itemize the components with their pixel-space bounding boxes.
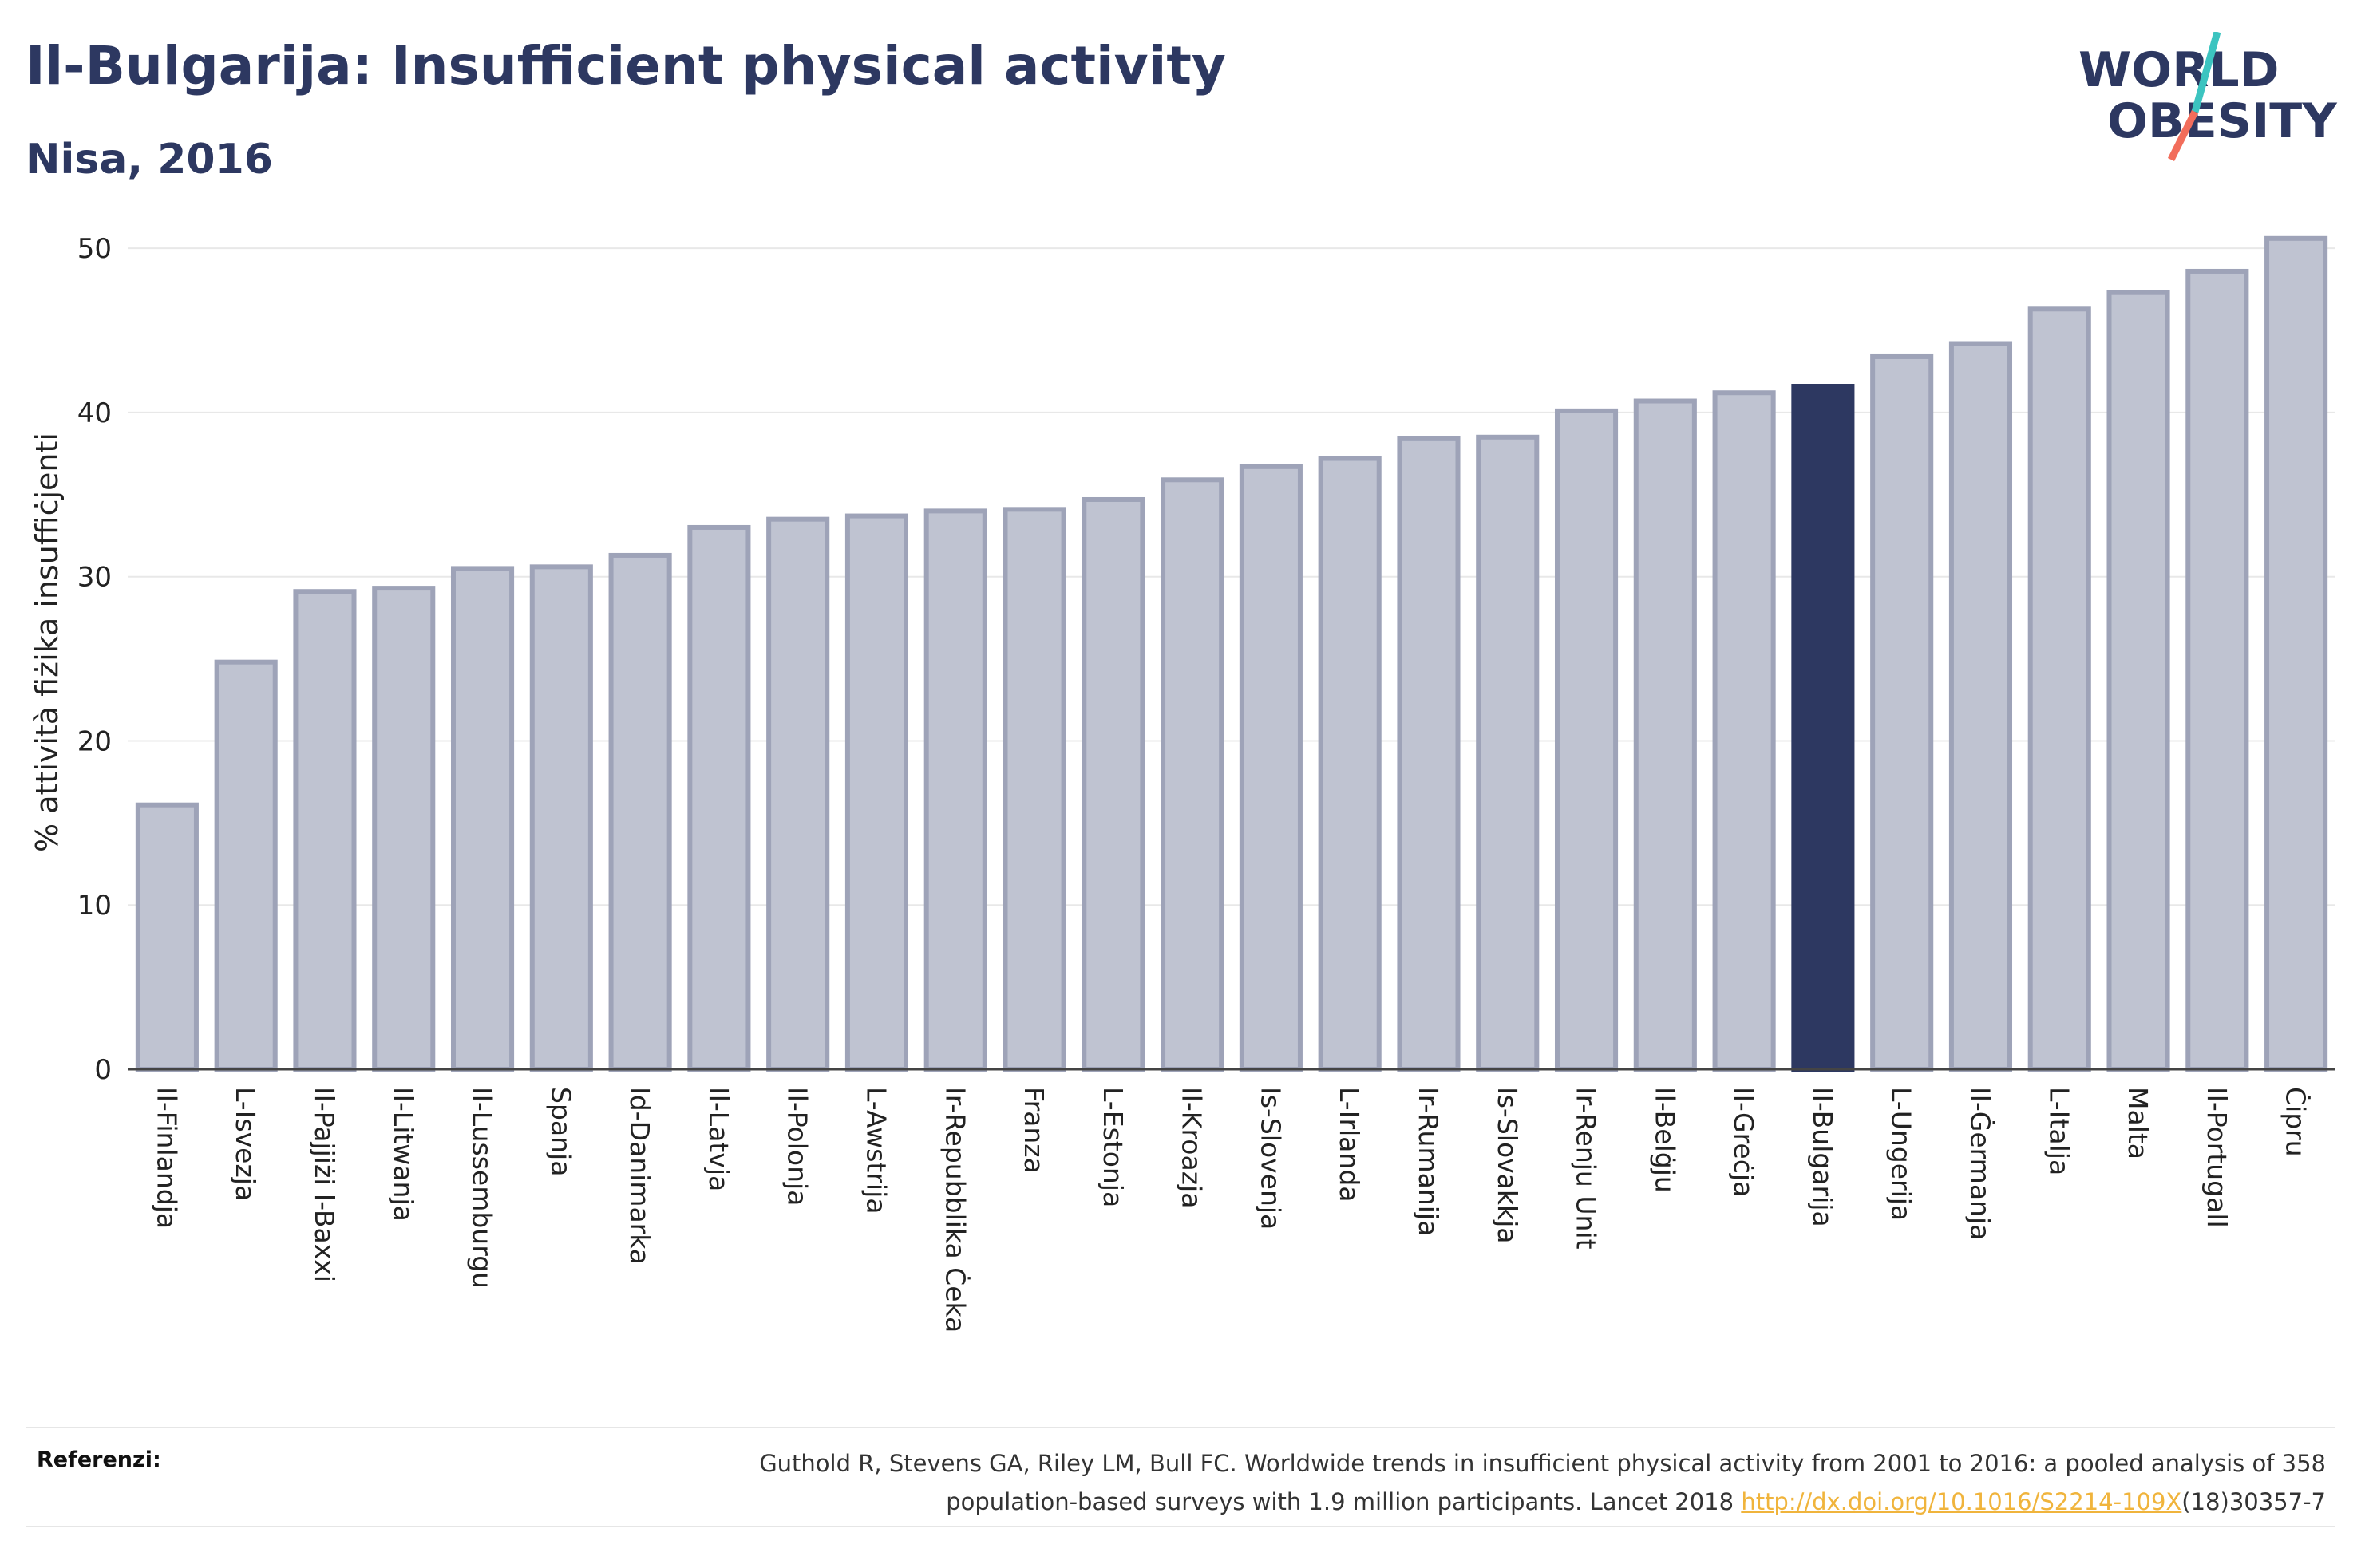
logo-line-1: WORLD <box>2078 42 2279 98</box>
bar <box>1082 496 1145 1072</box>
bar <box>766 516 830 1072</box>
x-tick-label: Il-Pajjiżi l-Baxxi <box>309 1087 340 1282</box>
bar <box>1318 456 1382 1072</box>
x-tick-label: Ċipru <box>2280 1087 2312 1157</box>
x-tick-label: L-Irlanda <box>1334 1087 1365 1203</box>
bar <box>450 566 515 1072</box>
logo-slash-bottom <box>2167 109 2199 162</box>
y-tick-label: 40 <box>77 397 112 429</box>
y-tick-label: 30 <box>77 562 112 594</box>
x-tick-label: Is-Slovakkja <box>1492 1087 1523 1244</box>
x-tick-label: Ir-Rumanija <box>1413 1087 1444 1236</box>
x-tick-label: Ir-Repubblika Ċeka <box>939 1087 971 1333</box>
bar <box>2027 306 2091 1072</box>
x-tick-label: Il-Latvja <box>703 1087 734 1191</box>
x-tick-label: L-Ungerija <box>1886 1087 1917 1221</box>
bar <box>529 564 593 1072</box>
x-tick-label: L-Isvezja <box>230 1087 261 1201</box>
bar <box>293 589 357 1072</box>
reference-line-2-end: (18)30357-7 <box>2181 1488 2326 1515</box>
bar <box>214 659 278 1072</box>
reference-line-2: population-based surveys with 1.9 millio… <box>946 1488 1742 1515</box>
x-tick-label: Il-Polonja <box>782 1087 813 1206</box>
x-tick-label: Is-Slovenja <box>1255 1087 1286 1230</box>
divider-top <box>26 1427 2335 1428</box>
x-tick-label: Il-Finlandja <box>151 1087 182 1229</box>
y-tick-label: 20 <box>77 725 112 757</box>
bar <box>687 524 751 1072</box>
x-tick-label: L-Estonja <box>1097 1087 1129 1207</box>
x-tick-label: Il-Greċja <box>1728 1087 1759 1197</box>
bar <box>372 586 436 1072</box>
y-tick-label: 0 <box>94 1054 112 1086</box>
bar <box>2106 290 2170 1072</box>
bar <box>844 513 909 1072</box>
x-tick-label: Il-Kroazja <box>1177 1087 1208 1208</box>
x-tick-label: Id-Danimarka <box>624 1087 655 1265</box>
reference-line-1: Guthold R, Stevens GA, Riley LM, Bull FC… <box>759 1450 2326 1477</box>
x-tick-label: Il-Litwanja <box>388 1087 419 1222</box>
x-tick-label: L-Italja <box>2043 1087 2074 1175</box>
world-obesity-logo: WORLD OBESITY <box>2078 32 2338 162</box>
references-label: Referenzi: <box>37 1448 161 1472</box>
bar <box>923 508 987 1072</box>
y-tick-label: 10 <box>77 890 112 922</box>
x-tick-label: Malta <box>2122 1087 2153 1159</box>
bar <box>1870 353 1934 1072</box>
x-tick-label: Franza <box>1018 1087 1050 1174</box>
bar <box>1397 436 1461 1072</box>
bar <box>2264 235 2328 1072</box>
page-subtitle: Nisa, 2016 <box>26 136 273 184</box>
bar <box>1948 341 2013 1072</box>
bar <box>1554 408 1619 1072</box>
divider-bottom <box>26 1526 2335 1527</box>
bar <box>1712 390 1776 1072</box>
x-tick-label: Spanja <box>545 1087 576 1176</box>
bar <box>1239 464 1303 1072</box>
bar <box>2185 268 2249 1072</box>
x-tick-label: Il-Ġermanja <box>1964 1087 1996 1240</box>
logo-line-2: OBESITY <box>2107 93 2338 149</box>
x-tick-label: Il-Portugall <box>2201 1087 2232 1228</box>
reference-doi-link[interactable]: http://dx.doi.org/10.1016/S2214-109X <box>1741 1488 2182 1515</box>
bar <box>1633 398 1697 1072</box>
y-axis-label: % attività fiżika insuffiċjenti <box>30 432 65 852</box>
bar <box>1003 507 1066 1072</box>
x-tick-label: Il-Bulgarija <box>1807 1087 1838 1227</box>
bar <box>1161 477 1224 1072</box>
bar-chart: 0 10 20 30 40 50 % attività fiżika insuffiċjen… <box>30 233 2335 1333</box>
y-tick-label: 50 <box>77 233 112 265</box>
bar-highlight <box>1791 384 1855 1072</box>
x-tick-label: Il-Lussemburgu <box>467 1087 498 1289</box>
references-text: Guthold R, Stevens GA, Riley LM, Bull FC… <box>570 1444 2326 1521</box>
bar <box>1476 434 1540 1072</box>
page-title: Il-Bulgarija: Insufficient physical acti… <box>26 35 1226 97</box>
x-tick-label: L-Awstrija <box>860 1087 892 1214</box>
x-tick-label: Il-Belġju <box>1649 1087 1680 1193</box>
bar <box>135 802 199 1072</box>
bar <box>608 552 672 1072</box>
x-tick-label: Ir-Renju Unit <box>1571 1087 1602 1250</box>
logo-slash-top <box>2191 32 2221 113</box>
